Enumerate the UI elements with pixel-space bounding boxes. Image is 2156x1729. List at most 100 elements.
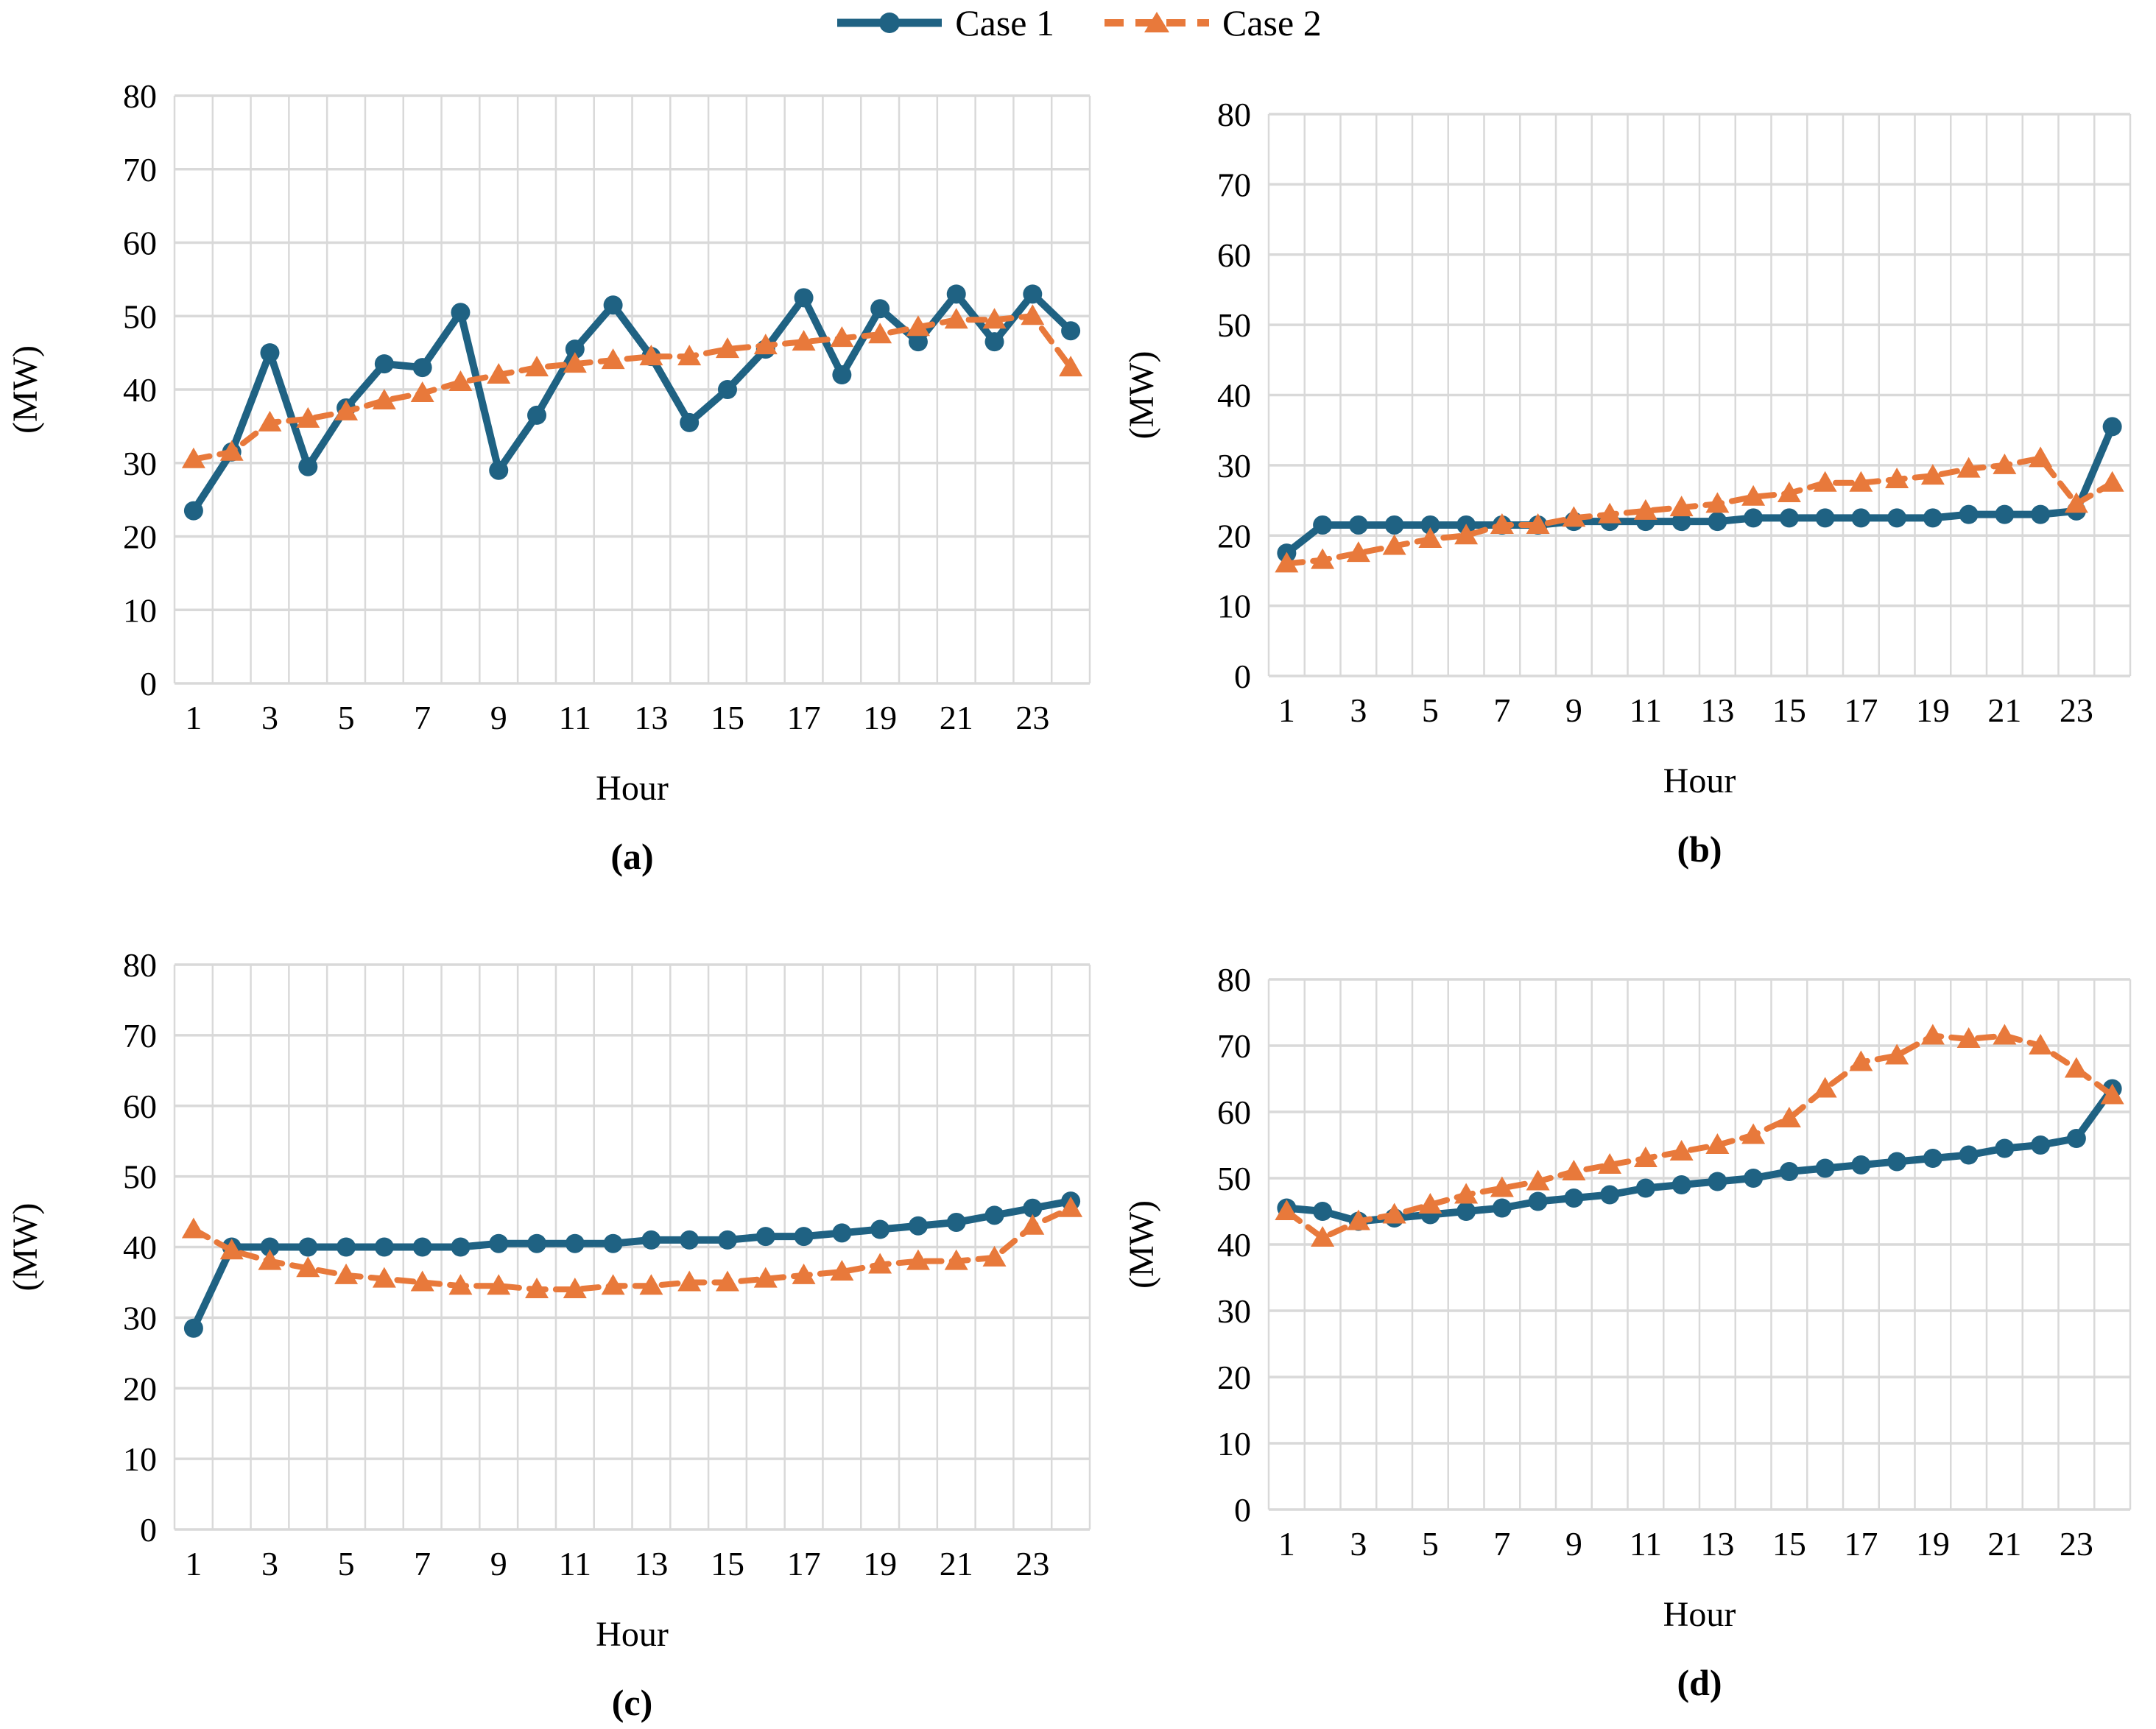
svg-text:5: 5: [1422, 691, 1439, 729]
marker-case2: [1562, 506, 1586, 527]
marker-case2: [1849, 471, 1873, 492]
marker-case1: [2031, 504, 2051, 524]
marker-case1: [374, 1237, 394, 1257]
marker-case1: [1923, 1149, 1942, 1168]
marker-case2: [1562, 1160, 1586, 1180]
marker-case1: [451, 303, 471, 323]
y-axis-title-a: (MW): [6, 345, 45, 434]
marker-case2: [1382, 1202, 1406, 1224]
svg-text:70: 70: [123, 151, 157, 189]
svg-text:20: 20: [123, 1370, 157, 1407]
x-axis-title-a: Hour: [596, 769, 669, 808]
svg-text:21: 21: [940, 699, 973, 736]
marker-case1: [984, 1205, 1004, 1225]
legend: Case 1 Case 2: [0, 4, 2156, 41]
marker-case2: [639, 345, 663, 366]
marker-case1: [565, 1233, 585, 1253]
svg-text:9: 9: [1565, 1525, 1582, 1563]
marker-case2: [448, 370, 473, 392]
marker-case2: [944, 1249, 968, 1270]
marker-case2: [1993, 453, 2017, 474]
marker-case2: [525, 356, 549, 377]
svg-text:3: 3: [261, 1545, 278, 1582]
marker-case1: [1815, 508, 1835, 528]
marker-case1: [908, 1216, 928, 1236]
svg-text:5: 5: [338, 699, 355, 736]
y-axis-ticks-a: 0 10 20 30 40 50 60 70 80: [123, 77, 157, 702]
svg-text:9: 9: [1565, 691, 1582, 729]
svg-text:13: 13: [1700, 691, 1734, 729]
svg-text:17: 17: [787, 1545, 821, 1582]
marker-case2: [181, 1217, 205, 1239]
marker-case1: [832, 365, 852, 385]
marker-case1: [260, 1237, 280, 1257]
svg-text:9: 9: [490, 1545, 507, 1582]
y-axis-ticks-b: 0 10 20 30 40 50 60 70 80: [1217, 96, 1251, 695]
svg-text:19: 19: [1916, 691, 1950, 729]
marker-case2: [334, 1263, 359, 1284]
case1-line-sample-icon: [837, 13, 943, 33]
svg-text:15: 15: [711, 1545, 744, 1582]
svg-text:17: 17: [787, 699, 821, 736]
marker-case1: [1528, 1191, 1548, 1211]
marker-case2: [1920, 1024, 1945, 1045]
marker-case2: [525, 1278, 549, 1299]
marker-case2: [372, 1267, 396, 1288]
marker-case2: [410, 381, 434, 402]
svg-text:80: 80: [123, 946, 157, 984]
marker-case1: [794, 288, 814, 308]
marker-case2: [1382, 534, 1406, 555]
svg-text:40: 40: [1217, 1226, 1251, 1264]
svg-text:5: 5: [1422, 1525, 1439, 1563]
svg-text:23: 23: [2060, 691, 2093, 729]
svg-text:3: 3: [1350, 691, 1367, 729]
marker-case1: [1671, 512, 1691, 532]
marker-case1: [298, 1237, 318, 1257]
marker-case1: [298, 457, 318, 476]
svg-text:60: 60: [1217, 1094, 1251, 1131]
y-axis-title-c: (MW): [6, 1203, 45, 1292]
legend-item-case1: Case 1: [834, 4, 1054, 41]
svg-text:11: 11: [559, 1545, 591, 1582]
marker-case1: [603, 1233, 623, 1253]
marker-case1: [1600, 1185, 1620, 1205]
marker-case1: [374, 354, 394, 374]
marker-case1: [1923, 508, 1942, 528]
marker-case1: [641, 1230, 661, 1250]
marker-case2: [1849, 1050, 1873, 1071]
marker-case2: [1418, 1193, 1442, 1214]
marker-case2: [1275, 1200, 1299, 1220]
svg-text:11: 11: [1630, 691, 1662, 729]
gridlines-a: [173, 94, 1091, 685]
marker-case1: [2031, 1135, 2051, 1155]
legend-label-case2: Case 2: [1222, 2, 1322, 43]
marker-case2: [1885, 1043, 1909, 1065]
marker-case2: [1669, 496, 1694, 517]
marker-case1: [1959, 1145, 1979, 1165]
svg-text:13: 13: [1700, 1525, 1734, 1563]
y-axis-title-b: (MW): [1122, 351, 1161, 440]
svg-text:17: 17: [1844, 1525, 1878, 1563]
marker-case1: [1061, 321, 1081, 341]
series-c-case1: [183, 1191, 1081, 1338]
panel-c: 0 10 20 30 40 50 60 70 80 1 3 5 7 9 11 13 15 17 19 21 23 Hour…: [0, 880, 1105, 1729]
x-axis-ticks-d: 1 3 5 7 9 11 13 15 17 19 21 23: [1278, 1525, 2093, 1563]
gridlines-b: [1267, 113, 2132, 677]
marker-case1: [984, 332, 1004, 352]
marker-case2: [2100, 1083, 2124, 1105]
marker-case2: [868, 323, 892, 344]
marker-case1: [1635, 1178, 1655, 1198]
svg-text:9: 9: [490, 699, 507, 736]
svg-text:30: 30: [123, 445, 157, 482]
marker-case1: [717, 1230, 737, 1250]
marker-case1: [1744, 1169, 1764, 1188]
marker-case2: [296, 1256, 320, 1278]
marker-case1: [680, 412, 700, 432]
x-axis-ticks-b: 1 3 5 7 9 11 13 15 17 19 21 23: [1278, 691, 2093, 729]
marker-case1: [337, 1237, 356, 1257]
marker-case1: [489, 460, 509, 480]
marker-case2: [1059, 1196, 1083, 1217]
marker-case2: [868, 1253, 892, 1274]
